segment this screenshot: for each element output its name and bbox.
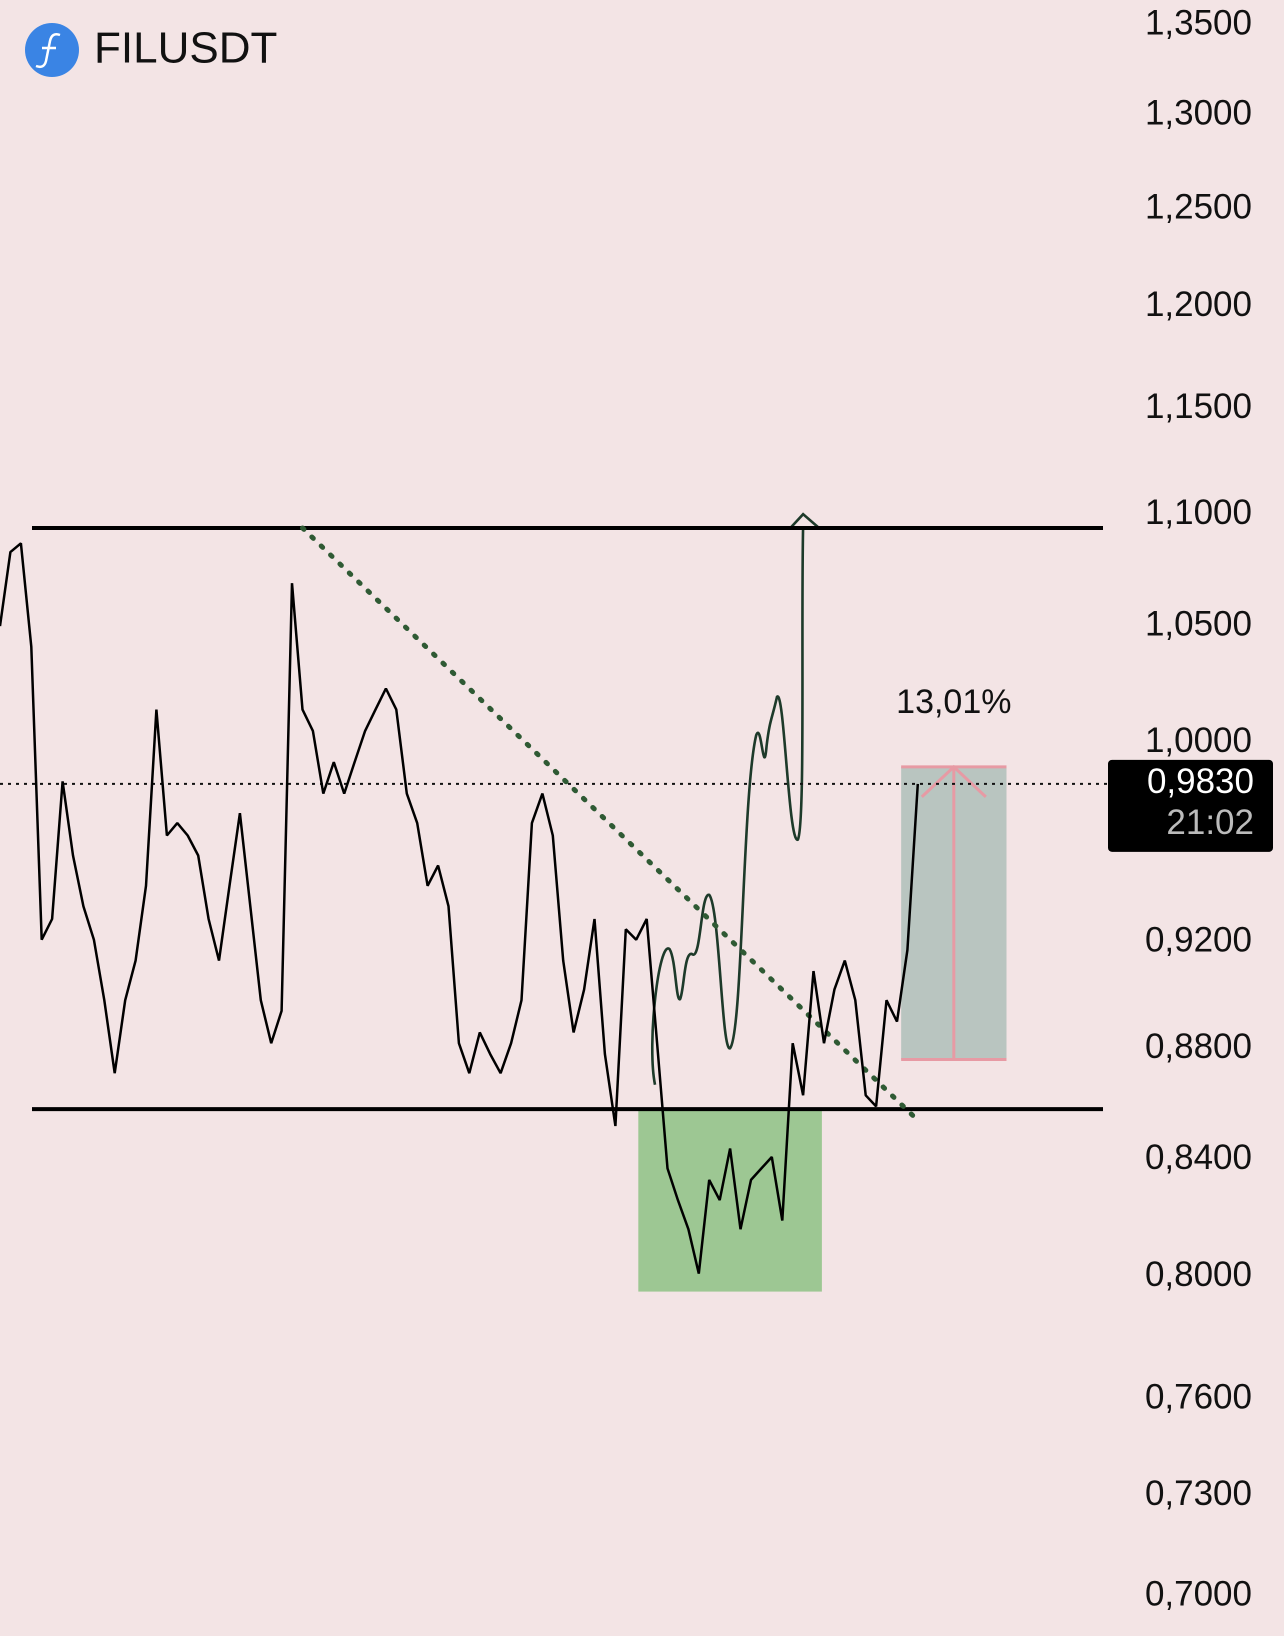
- y-tick-label: 0,8000: [1145, 1255, 1252, 1294]
- symbol-logo: [25, 23, 79, 77]
- y-tick-label: 1,0500: [1145, 604, 1252, 643]
- y-tick-label: 0,7300: [1145, 1474, 1252, 1513]
- y-tick-label: 1,1500: [1145, 387, 1252, 426]
- measure-arrowhead: [920, 764, 987, 798]
- price-line: [0, 542, 920, 1274]
- demand-zone: [638, 1109, 822, 1292]
- projection-path: [650, 512, 820, 1085]
- y-tick-label: 1,1000: [1145, 493, 1252, 532]
- y-tick-label: 1,2000: [1145, 285, 1252, 324]
- y-tick-label: 0,9200: [1145, 921, 1252, 960]
- measure-label: 13,01%: [896, 683, 1011, 721]
- symbol-logo-glyph: [35, 33, 61, 69]
- last-price-box: [1108, 759, 1273, 852]
- last-price-label: 0,9830: [1147, 762, 1254, 801]
- y-tick-label: 1,0000: [1145, 721, 1252, 760]
- y-tick-label: 0,8800: [1145, 1027, 1252, 1066]
- chart-title: FILUSDT: [94, 24, 277, 73]
- y-tick-label: 1,3000: [1145, 94, 1252, 133]
- y-tick-label: 0,7600: [1145, 1378, 1252, 1417]
- y-tick-label: 0,7000: [1145, 1574, 1252, 1613]
- trendline: [299, 525, 921, 1123]
- y-tick-label: 1,3500: [1145, 3, 1252, 42]
- y-tick-label: 0,8400: [1145, 1138, 1252, 1177]
- countdown-label: 21:02: [1166, 803, 1254, 842]
- y-tick-label: 1,2500: [1145, 187, 1252, 226]
